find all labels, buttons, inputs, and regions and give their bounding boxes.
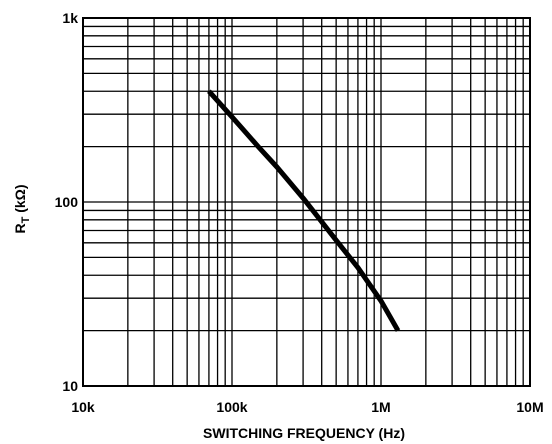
x-tick-label: 10M [516, 399, 543, 415]
y-tick-label: 100 [55, 194, 79, 210]
x-tick-label: 10k [71, 399, 95, 415]
y-axis-title-subscript: T [20, 216, 32, 223]
rt-curve [207, 89, 401, 332]
plot-frame [82, 17, 531, 387]
y-axis-title-unit: (kΩ) [12, 184, 28, 216]
grid-lines [83, 18, 530, 386]
y-axis-title: RT (kΩ) [12, 184, 32, 233]
x-tick-label: 100k [216, 399, 247, 415]
x-tick-labels: 10k 100k 1M 10M [71, 399, 543, 415]
y-axis-title-main: R [12, 223, 28, 233]
y-tick-labels: 10 100 1k [55, 10, 79, 394]
x-tick-label: 1M [371, 399, 390, 415]
y-tick-label: 10 [62, 378, 78, 394]
y-tick-label: 1k [62, 10, 78, 26]
x-axis-title: SWITCHING FREQUENCY (Hz) [203, 425, 405, 441]
